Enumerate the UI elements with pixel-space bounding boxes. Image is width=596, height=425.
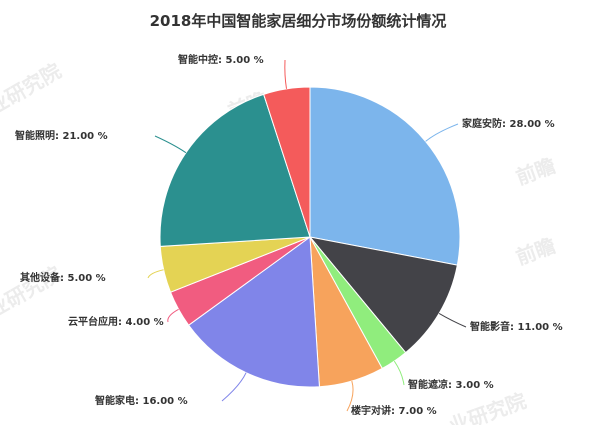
leader-line [346, 380, 354, 412]
slice-label: 智能中控: 5.00 % [178, 53, 264, 66]
slice-label: 其他设备: 5.00 % [20, 271, 106, 284]
leader-line [438, 312, 467, 328]
leader-line [154, 135, 187, 154]
pie-slice [308, 236, 458, 354]
chart-title: 2018年中国智能家居细分市场份额统计情况 [150, 12, 447, 30]
leader-line [393, 360, 405, 386]
slice-label: 云平台应用: 4.00 % [68, 315, 164, 328]
watermark: 前瞻 [513, 153, 559, 189]
leader-line [221, 372, 247, 402]
leader-lines [147, 59, 467, 412]
leader-line [284, 59, 287, 89]
slice-label: 智能家电: 16.00 % [95, 394, 188, 407]
pie-slice [263, 86, 311, 238]
leader-line [167, 308, 179, 323]
pie-slice [187, 236, 320, 388]
pie-slices [159, 86, 461, 388]
watermark: 业研究院 [0, 59, 65, 120]
leader-line [147, 269, 164, 279]
watermark: 业研究院 [0, 262, 65, 323]
slice-label: 智能遮凉: 3.00 % [408, 378, 494, 391]
watermark: 前瞻 [513, 233, 559, 269]
slice-label: 家庭安防: 28.00 % [462, 117, 555, 130]
watermark: 业研究院 [446, 388, 529, 425]
slice-labels: 家庭安防: 28.00 % 智能影音: 11.00 % 智能遮凉: 3.00 % 楼宇… [15, 53, 563, 417]
slice-label: 智能影音: 11.00 % [470, 320, 563, 333]
leader-line [425, 123, 459, 142]
pie-slice [309, 86, 461, 266]
slice-label: 智能照明: 21.00 % [15, 129, 108, 142]
slice-label: 楼宇对讲: 7.00 % [351, 404, 437, 417]
pie-slice [159, 93, 311, 247]
